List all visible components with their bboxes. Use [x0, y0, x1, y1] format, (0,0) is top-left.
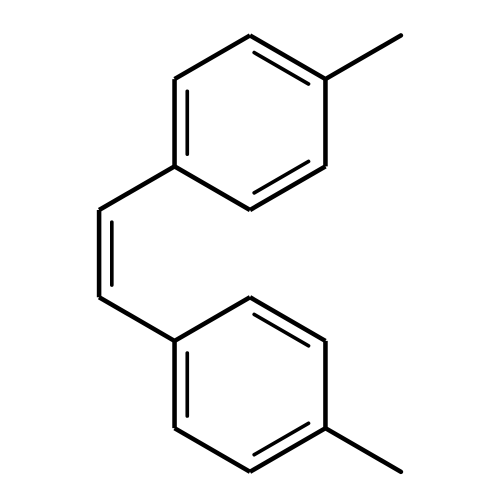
bond-line [325, 428, 400, 472]
bond-line [175, 35, 250, 79]
bond-line [99, 166, 174, 210]
bond-line [175, 166, 250, 210]
bond-line [254, 314, 308, 345]
bond-line [254, 53, 308, 84]
bond-line [254, 423, 308, 454]
bond-line [175, 428, 250, 472]
bond-line [325, 35, 400, 79]
molecule-diagram [0, 0, 500, 500]
bond-line [175, 297, 250, 341]
bond-line [254, 161, 308, 192]
bond-line [99, 297, 174, 341]
